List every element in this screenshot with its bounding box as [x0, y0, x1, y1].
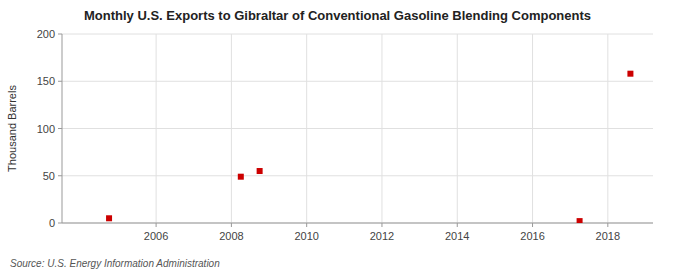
- y-axis-label: Thousand Barrels: [6, 85, 18, 172]
- x-grid-line: [607, 34, 608, 223]
- x-tick-label: 2010: [294, 230, 318, 242]
- x-grid-line: [532, 34, 533, 223]
- x-tick: [457, 223, 458, 227]
- data-point: [627, 71, 633, 77]
- y-tick-label: 200: [37, 28, 55, 40]
- data-point: [106, 215, 112, 221]
- x-tick-label: 2014: [445, 230, 469, 242]
- x-grid-line: [231, 34, 232, 223]
- x-tick-label: 2006: [144, 230, 168, 242]
- y-tick-label: 50: [43, 170, 55, 182]
- y-grid-line: [62, 223, 653, 224]
- y-tick: [58, 81, 62, 82]
- y-grid-line: [62, 175, 653, 176]
- x-tick: [607, 223, 608, 227]
- y-grid-line: [62, 34, 653, 35]
- y-axis-line: [62, 34, 63, 223]
- y-tick-label: 150: [37, 75, 55, 87]
- x-tick-label: 2008: [219, 230, 243, 242]
- chart-container: Monthly U.S. Exports to Gibraltar of Con…: [0, 0, 675, 275]
- x-tick: [532, 223, 533, 227]
- y-tick: [58, 175, 62, 176]
- x-tick: [306, 223, 307, 227]
- y-tick-label: 100: [37, 123, 55, 135]
- x-axis-line: [62, 223, 653, 224]
- x-tick: [381, 223, 382, 227]
- grid: [62, 34, 653, 223]
- data-point: [257, 168, 263, 174]
- y-grid-line: [62, 81, 653, 82]
- data-point: [577, 218, 583, 223]
- background: [0, 0, 675, 275]
- chart-svg: Monthly U.S. Exports to Gibraltar of Con…: [0, 0, 675, 275]
- x-grid-line: [156, 34, 157, 223]
- x-tick: [231, 223, 232, 227]
- data-point: [238, 174, 244, 180]
- x-tick-label: 2016: [520, 230, 544, 242]
- y-tick: [58, 34, 62, 35]
- title: Monthly U.S. Exports to Gibraltar of Con…: [84, 8, 591, 23]
- y-tick: [58, 223, 62, 224]
- x-tick-label: 2018: [596, 230, 620, 242]
- x-grid-line: [457, 34, 458, 223]
- y-tick: [58, 128, 62, 129]
- x-grid-line: [306, 34, 307, 223]
- x-grid-line: [381, 34, 382, 223]
- y-tick-label: 0: [49, 217, 55, 229]
- source-note: Source: U.S. Energy Information Administ…: [10, 258, 220, 269]
- points: [106, 71, 633, 223]
- x-tick-label: 2012: [370, 230, 394, 242]
- x-tick: [156, 223, 157, 227]
- y-grid-line: [62, 128, 653, 129]
- axes: 0 50 100 150 200 2006 2008 2010 2012 2014 2016 2018: [37, 28, 653, 242]
